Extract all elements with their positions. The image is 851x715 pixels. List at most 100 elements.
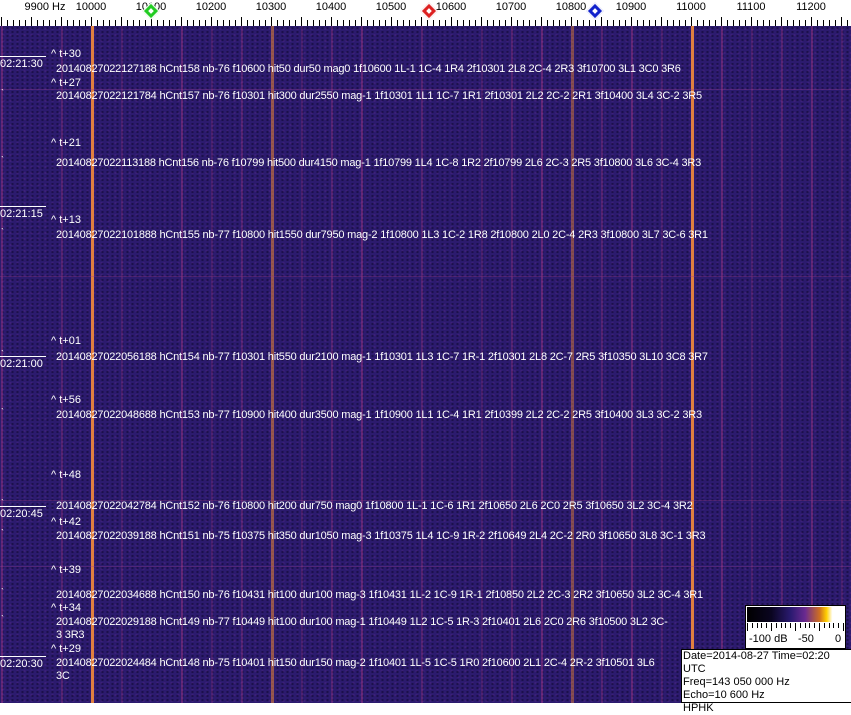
axis-tick bbox=[535, 20, 536, 26]
axis-tick bbox=[319, 20, 320, 26]
axis-tick bbox=[829, 20, 830, 26]
axis-tick bbox=[781, 17, 782, 26]
signal-line bbox=[721, 26, 723, 703]
axis-tick bbox=[655, 20, 656, 26]
axis-tick bbox=[469, 20, 470, 26]
axis-tick bbox=[823, 20, 824, 26]
strong-signal-line bbox=[571, 26, 574, 703]
axis-label: 11100 bbox=[736, 1, 766, 13]
event-offset-label: ^ t+13 bbox=[51, 214, 81, 226]
event-offset-label: ^ t+29 bbox=[51, 643, 81, 655]
colorbar-tick bbox=[766, 623, 768, 628]
axis-label: 10800 bbox=[555, 1, 587, 13]
axis-label: 10600 bbox=[435, 1, 467, 13]
axis-tick bbox=[151, 17, 152, 26]
colorbar-tick bbox=[775, 623, 777, 628]
axis-label: 10500 bbox=[375, 1, 407, 13]
axis-tick bbox=[595, 20, 596, 26]
axis-tick bbox=[439, 20, 440, 26]
signal-line bbox=[361, 26, 363, 703]
axis-tick bbox=[313, 20, 314, 26]
row-marker: ` bbox=[1, 61, 4, 71]
axis-tick bbox=[205, 20, 206, 26]
axis-tick bbox=[79, 20, 80, 26]
axis-tick bbox=[391, 17, 392, 26]
axis-tick bbox=[667, 20, 668, 26]
axis-tick bbox=[769, 20, 770, 26]
axis-tick bbox=[847, 20, 848, 26]
axis-tick bbox=[691, 17, 692, 26]
event-offset-label: ^ t+21 bbox=[51, 137, 81, 149]
signal-line bbox=[811, 26, 813, 703]
axis-tick bbox=[127, 20, 128, 26]
axis-tick bbox=[235, 20, 236, 26]
axis-tick bbox=[355, 20, 356, 26]
axis-tick bbox=[397, 20, 398, 26]
row-marker: ` bbox=[1, 349, 4, 359]
axis-tick bbox=[763, 20, 764, 26]
axis-tick bbox=[817, 20, 818, 26]
axis-tick bbox=[619, 20, 620, 26]
axis-tick bbox=[703, 20, 704, 26]
signal-line bbox=[631, 26, 633, 703]
colorbar-tick bbox=[785, 623, 787, 628]
axis-tick bbox=[841, 17, 842, 26]
event-record-text: 20140827022056188 hCnt154 nb-77 f10301 h… bbox=[56, 351, 708, 363]
event-offset-label: ^ t+39 bbox=[51, 564, 81, 576]
axis-tick bbox=[451, 17, 452, 26]
axis-tick bbox=[559, 20, 560, 26]
signal-line bbox=[601, 26, 603, 703]
signal-line bbox=[301, 26, 303, 703]
axis-tick bbox=[55, 20, 56, 26]
signal-line bbox=[61, 26, 63, 703]
event-record-text: 20140827022029188 hCnt149 nb-77 f10449 h… bbox=[56, 616, 668, 641]
event-record-text: 20140827022042784 hCnt152 nb-76 f10800 h… bbox=[56, 500, 693, 512]
signal-line bbox=[781, 26, 783, 703]
row-marker: ` bbox=[1, 155, 4, 165]
strong-signal-line bbox=[91, 26, 94, 703]
time-label: 02:21:15 bbox=[0, 206, 46, 220]
axis-tick bbox=[253, 20, 254, 26]
axis-tick bbox=[289, 20, 290, 26]
axis-tick bbox=[421, 17, 422, 26]
axis-tick bbox=[31, 17, 32, 26]
axis-tick bbox=[529, 20, 530, 26]
noise-line bbox=[0, 89, 851, 90]
row-marker: ` bbox=[1, 407, 4, 417]
signal-line bbox=[211, 26, 213, 703]
axis-tick bbox=[799, 20, 800, 26]
axis-tick bbox=[187, 20, 188, 26]
axis-tick bbox=[1, 17, 2, 26]
noise-line bbox=[0, 566, 851, 567]
axis-tick bbox=[19, 20, 20, 26]
axis-tick bbox=[589, 20, 590, 26]
axis-tick bbox=[481, 17, 482, 26]
axis-tick bbox=[247, 20, 248, 26]
colorbar-tick bbox=[747, 623, 748, 631]
event-offset-label: ^ t+34 bbox=[51, 602, 81, 614]
axis-tick bbox=[409, 20, 410, 26]
axis-tick bbox=[583, 20, 584, 26]
time-label: 02:20:30 bbox=[0, 656, 46, 670]
signal-line bbox=[121, 26, 123, 703]
colorbar-tick bbox=[814, 623, 816, 628]
axis-tick bbox=[625, 20, 626, 26]
axis-tick bbox=[607, 20, 608, 26]
axis-tick bbox=[433, 20, 434, 26]
axis-tick bbox=[727, 20, 728, 26]
colorbar-legend: -100 dB -50 0 bbox=[745, 605, 846, 649]
axis-tick bbox=[241, 17, 242, 26]
axis-tick bbox=[361, 17, 362, 26]
axis-tick bbox=[115, 20, 116, 26]
colorbar-tick bbox=[756, 623, 758, 628]
axis-label: 11200 bbox=[796, 1, 826, 13]
axis-tick bbox=[511, 17, 512, 26]
colorbar-tick bbox=[761, 623, 763, 628]
axis-tick bbox=[145, 20, 146, 26]
axis-tick bbox=[457, 20, 458, 26]
colorbar-gradient bbox=[747, 607, 844, 622]
event-record-text: 20140827022048688 hCnt153 nb-77 f10900 h… bbox=[56, 409, 702, 421]
info-echo: Echo=10 600 Hz bbox=[683, 689, 765, 701]
axis-tick bbox=[499, 20, 500, 26]
axis-tick bbox=[67, 20, 68, 26]
